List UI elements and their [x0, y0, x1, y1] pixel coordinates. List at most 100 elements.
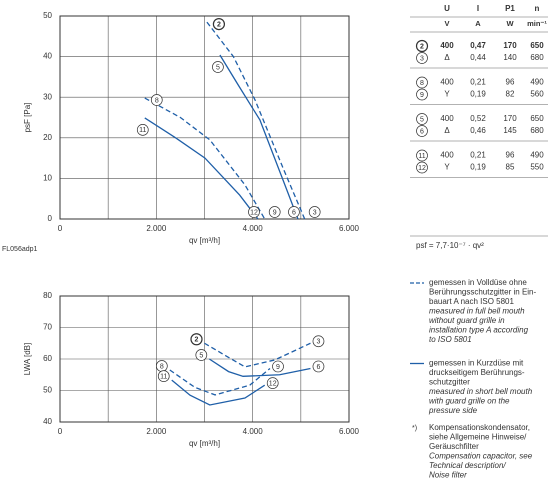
curve-label-circle	[308, 206, 321, 218]
curve-label-circle	[268, 206, 281, 218]
table-cell: 0,21	[470, 151, 486, 160]
curve-label: 2	[420, 43, 424, 50]
curve-label: 3	[420, 55, 424, 62]
table-cell: 82	[506, 90, 515, 99]
x-tick-label: 2.000	[146, 224, 167, 233]
curve	[206, 21, 306, 220]
table-cell: Δ	[444, 126, 450, 135]
footnote-text-en: Noise filter	[429, 471, 467, 480]
curve-label-circle	[212, 61, 224, 73]
note-text-en: to ISO 5801	[429, 335, 472, 344]
table-cell: 96	[506, 151, 515, 160]
x-tick-label: 6.000	[339, 224, 360, 233]
footnote-mark: *)	[412, 425, 417, 432]
table-cell: 0,19	[470, 90, 486, 99]
table-cell: 560	[530, 90, 544, 99]
curve-label: 12	[250, 209, 258, 216]
y-tick-label: 0	[48, 214, 53, 223]
y-tick-label: 50	[43, 11, 52, 20]
curve	[144, 97, 266, 220]
curve-label-circle	[150, 94, 163, 106]
table-cell: 490	[530, 78, 544, 87]
curve-label: 5	[199, 352, 203, 359]
curve-label-circle	[416, 161, 428, 174]
curve-label-circle	[212, 17, 226, 31]
curve-label-circle	[416, 52, 428, 64]
y-tick-label: 60	[43, 354, 52, 363]
curve	[169, 367, 271, 396]
table-cell: 650	[530, 41, 544, 50]
x-axis-label: qv [m³/h]	[189, 439, 220, 448]
curve-label-circle	[312, 360, 325, 373]
curve	[208, 358, 311, 377]
curve-label: 8	[155, 97, 159, 104]
curve-label: 9	[420, 92, 424, 99]
note-text-en: measured in short bell mouth	[429, 387, 533, 396]
y-tick-label: 10	[43, 174, 52, 183]
table-cell: 0,19	[470, 163, 486, 172]
y-tick-label: 40	[43, 52, 52, 61]
note-text-en: measured in full bell mouth	[429, 307, 525, 316]
y-tick-label: 20	[43, 133, 52, 142]
table-cell: 490	[530, 151, 544, 160]
table-cell: 170	[503, 114, 517, 123]
curve-label: 11	[160, 373, 167, 380]
table-cell: 680	[530, 126, 544, 135]
y-tick-label: 50	[43, 386, 52, 395]
note-text-en: installation type A according	[429, 326, 529, 335]
curve-label: 5	[420, 116, 424, 123]
curve-label: 8	[420, 80, 424, 87]
curve-label: 8	[160, 363, 164, 370]
table-cell: 140	[503, 53, 517, 62]
x-tick-label: 6.000	[339, 427, 360, 436]
curve-label: 5	[216, 64, 220, 71]
table-cell: 0,46	[470, 126, 486, 135]
table-cell: Y	[444, 90, 450, 99]
curve-label: 12	[269, 380, 277, 387]
table-cell: 145	[503, 126, 517, 135]
curve	[204, 342, 311, 368]
curve-label: 6	[292, 209, 296, 216]
table-cell: 680	[530, 53, 544, 62]
table-unit: W	[506, 19, 514, 28]
note-text: gemessen in Kurzdüse mit	[429, 359, 524, 368]
note-text: Berührungsschutzgitter in Ein-	[429, 288, 537, 297]
footnote-text: Kompensationskondensator,	[429, 423, 530, 432]
table-header: n	[535, 4, 540, 13]
x-tick-label: 4.000	[243, 427, 264, 436]
table-unit: min⁻¹	[527, 19, 547, 28]
plot-frame	[59, 15, 350, 220]
curve-label-circle	[157, 370, 170, 382]
curve-label-circle	[415, 39, 429, 53]
table-cell: 85	[506, 163, 515, 172]
x-tick-label: 4.000	[243, 224, 264, 233]
table-header: U	[444, 4, 450, 13]
table-unit: A	[475, 19, 481, 28]
table-cell: 400	[440, 41, 454, 50]
note-text: druckseitigem Berührungs-	[429, 368, 525, 377]
table-cell: Y	[444, 163, 450, 172]
table-cell: 0,52	[470, 114, 486, 123]
curve-label: 9	[276, 364, 280, 371]
curve-label: 12	[418, 165, 426, 172]
curve-label-circle	[312, 335, 325, 348]
curve-label-circle	[266, 377, 279, 389]
note-text: gemessen in Volldüse ohne	[429, 278, 527, 287]
note-text: schutzgitter	[429, 378, 470, 387]
chart-code: FL056adp1	[2, 246, 38, 253]
table-header: I	[477, 4, 479, 13]
table-cell: 0,47	[470, 41, 486, 50]
curve-label-circle	[136, 124, 149, 136]
curve-label: 2	[195, 337, 199, 344]
y-tick-label: 80	[43, 291, 52, 300]
table-cell: 0,21	[470, 78, 486, 87]
y-axis-label: LWA [dB]	[23, 343, 32, 375]
curve-label: 2	[217, 21, 221, 28]
plot-frame	[59, 295, 350, 423]
x-tick-label: 0	[58, 224, 63, 233]
y-tick-label: 70	[43, 323, 52, 332]
table-cell: 400	[440, 151, 454, 160]
footnote-text-en: Technical description/	[429, 461, 506, 470]
curve-label-circle	[195, 349, 208, 361]
